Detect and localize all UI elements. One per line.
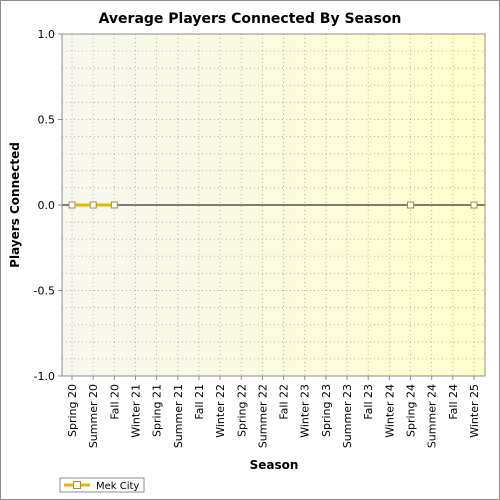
- y-tick-label: -0.5: [34, 285, 55, 298]
- x-tick-label: Summer 20: [87, 384, 100, 448]
- x-tick-label: Winter 22: [214, 384, 227, 438]
- x-tick-label: Fall 20: [108, 384, 121, 420]
- data-point-marker: [68, 201, 76, 209]
- y-axis-title: Players Connected: [8, 142, 22, 268]
- y-tick-label: -1.0: [34, 370, 55, 383]
- x-tick-label: Spring 22: [235, 384, 248, 437]
- data-point-marker: [470, 201, 478, 209]
- y-tick-label: 0.5: [38, 114, 56, 127]
- x-tick-label: Fall 23: [362, 384, 375, 420]
- x-tick-label: Spring 20: [66, 384, 79, 437]
- x-tick-label: Winter 21: [129, 384, 142, 438]
- x-tick-label: Winter 25: [468, 384, 481, 438]
- x-tick-label: Summer 22: [256, 384, 269, 448]
- y-tick-label: 0.0: [38, 199, 56, 212]
- grid: [62, 33, 485, 377]
- y-tick-label: 1.0: [38, 28, 56, 41]
- x-tick-label: Spring 24: [405, 384, 418, 437]
- x-tick-label: Summer 23: [341, 384, 354, 448]
- x-tick-label: Spring 21: [151, 384, 164, 437]
- chart-title: Average Players Connected By Season: [99, 11, 402, 27]
- x-tick-label: Summer 24: [426, 384, 439, 448]
- x-tick-label: Fall 22: [278, 384, 291, 420]
- legend-label: Mek City: [96, 481, 139, 492]
- y-axis: 1.0 0.5 0.0 -0.5 -1.0: [34, 28, 62, 383]
- series-layer: [68, 201, 478, 209]
- x-tick-label: Winter 23: [299, 384, 312, 438]
- data-point-marker: [110, 201, 118, 209]
- data-point-marker: [89, 201, 97, 209]
- legend: Mek City: [59, 477, 145, 493]
- x-tick-label: Spring 23: [320, 384, 333, 437]
- x-tick-label: Summer 21: [172, 384, 185, 448]
- legend-swatch-marker: [73, 481, 81, 489]
- x-axis: Spring 20 Summer 20 Fall 20 Winter 21 Spring…: [66, 376, 481, 448]
- x-tick-label: Fall 24: [447, 384, 460, 420]
- x-axis-title: Season: [250, 458, 299, 472]
- data-point-marker: [407, 201, 415, 209]
- x-tick-label: Winter 24: [383, 384, 396, 438]
- x-tick-label: Fall 21: [193, 384, 206, 420]
